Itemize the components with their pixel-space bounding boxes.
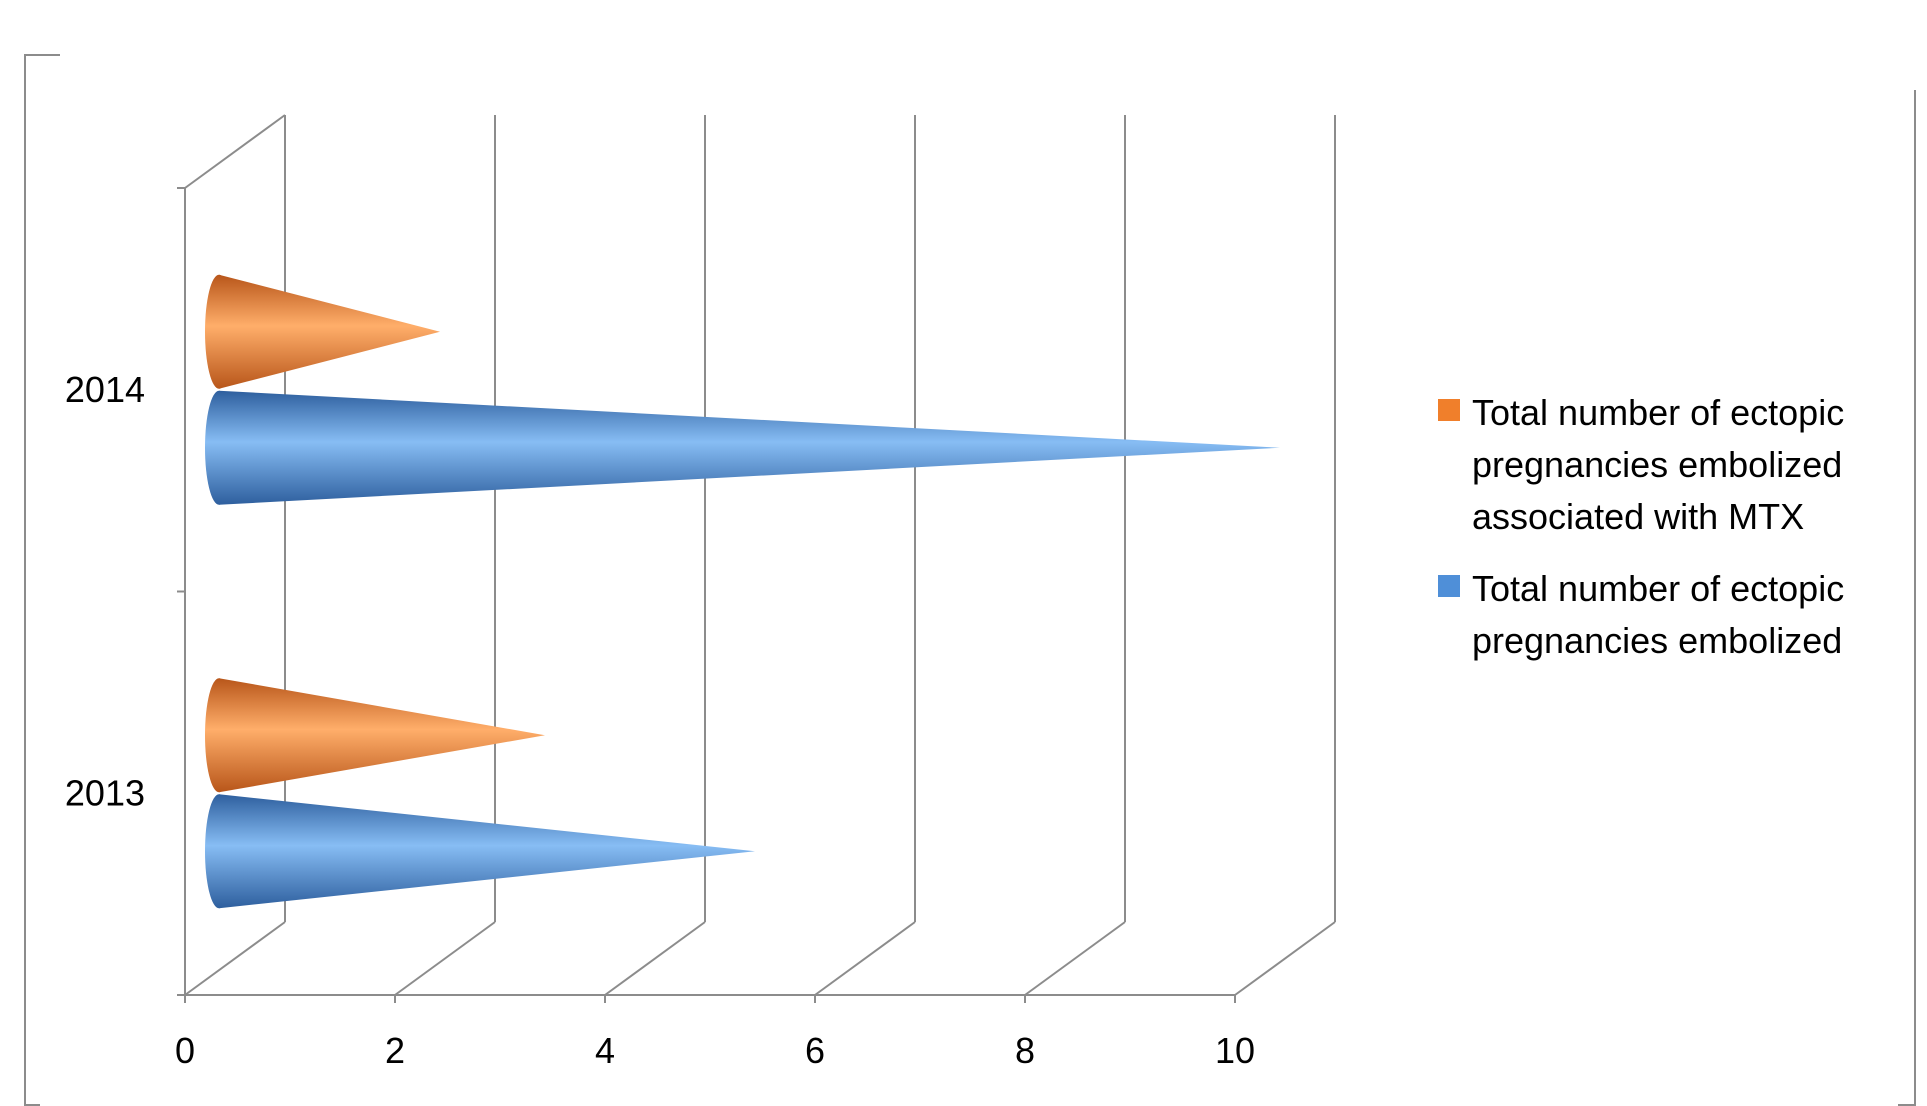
x-tick-label-2: 2 xyxy=(385,1030,405,1071)
x-axis-tick-labels: 0 2 4 6 8 10 xyxy=(175,1030,1255,1071)
legend-label-line: Total number of ectopic xyxy=(1472,392,1844,433)
floor-gridline-4 xyxy=(604,921,706,996)
x-tick-label-10: 10 xyxy=(1215,1030,1255,1071)
legend-label-line: pregnancies embolized xyxy=(1472,444,1842,485)
legend: Total number of ectopic pregnancies embol… xyxy=(1438,392,1844,661)
cone-2014-series-2 xyxy=(205,390,1280,505)
cone-body xyxy=(219,678,545,793)
axes xyxy=(177,114,1236,1003)
floor-gridline-6 xyxy=(814,921,916,996)
cone-base xyxy=(205,274,233,389)
data-cones xyxy=(205,274,1280,909)
cone-body xyxy=(219,390,1280,505)
category-label-2013: 2013 xyxy=(65,772,145,813)
legend-swatch xyxy=(1438,399,1460,421)
cone-body xyxy=(219,274,440,389)
legend-swatch xyxy=(1438,575,1460,597)
x-tick-label-6: 6 xyxy=(805,1030,825,1071)
gridlines xyxy=(184,115,1336,996)
floor-gridline-8 xyxy=(1024,921,1126,996)
category-label-2014: 2014 xyxy=(65,369,145,410)
x-tick-label-8: 8 xyxy=(1015,1030,1035,1071)
legend-label-line: pregnancies embolized xyxy=(1472,620,1842,661)
x-tick-label-0: 0 xyxy=(175,1030,195,1071)
category-labels: 2013 2014 xyxy=(65,369,145,814)
floor-gridline-0 xyxy=(184,921,286,996)
legend-item-1: Total number of ectopic pregnancies embol… xyxy=(1438,392,1844,537)
cone-base xyxy=(205,390,233,505)
cone-base xyxy=(205,794,233,909)
legend-label-line: Total number of ectopic xyxy=(1472,568,1844,609)
legend-item-2: Total number of ectopic pregnancies embol… xyxy=(1438,568,1844,661)
cone-body xyxy=(219,794,755,909)
chart-frame xyxy=(24,54,1916,1106)
floor-gridline-10 xyxy=(1234,921,1336,996)
floor-gridline-2 xyxy=(394,921,496,996)
cone-base xyxy=(205,678,233,793)
x-tick-label-4: 4 xyxy=(595,1030,615,1071)
legend-label-line: associated with MTX xyxy=(1472,496,1804,537)
cone-2014-series-1 xyxy=(205,274,440,389)
cone-2013-series-1 xyxy=(205,678,545,793)
cone-2013-series-2 xyxy=(205,794,755,909)
side-wall-top-edge xyxy=(184,114,286,189)
